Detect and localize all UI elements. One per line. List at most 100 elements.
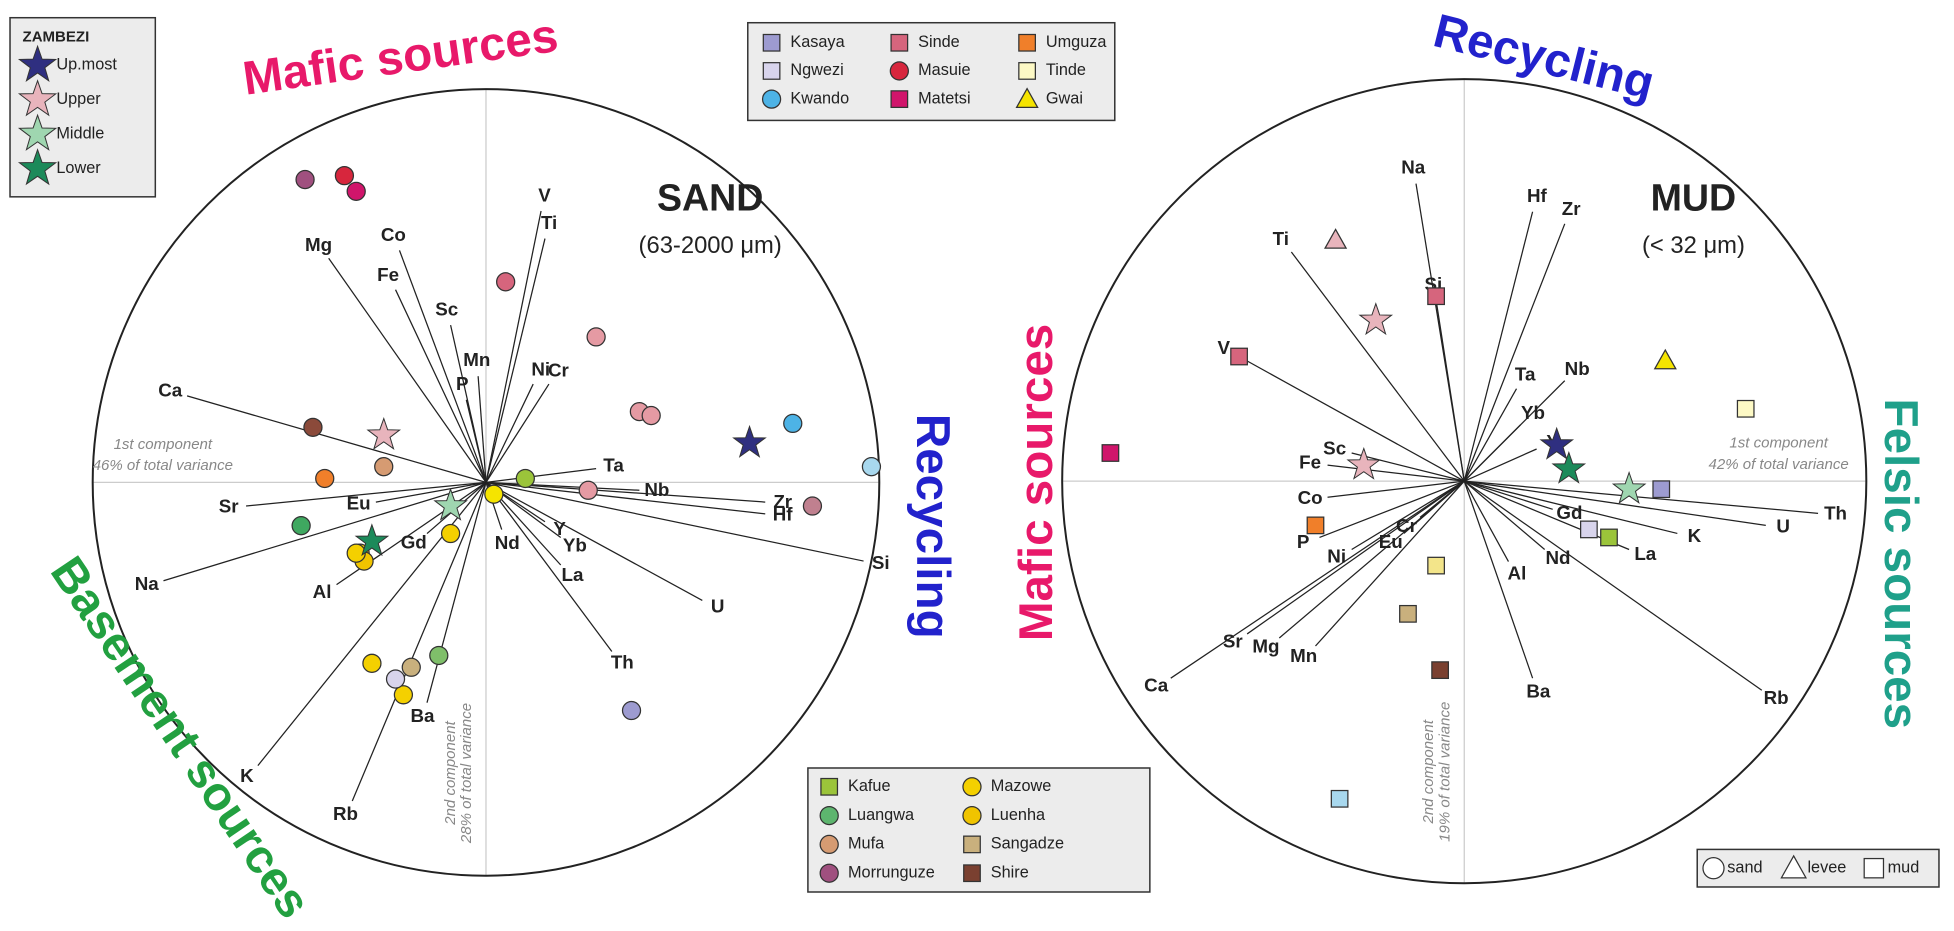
sample-point: [346, 181, 366, 202]
legend-label: Matetsi: [918, 89, 970, 107]
loading-vector: [1246, 480, 1465, 635]
legend-symbol: [963, 864, 981, 883]
y-axis-label: 19% of total variance: [1436, 702, 1453, 842]
x-axis-label: 1st component: [1729, 435, 1828, 452]
loading-label: Cr: [548, 359, 570, 380]
legend-label: Tinde: [1046, 61, 1086, 79]
loading-vector: [163, 481, 487, 582]
loading-vector: [1463, 448, 1537, 482]
sample-point: [291, 516, 311, 536]
sample-point: [1611, 470, 1647, 504]
loading-label: U: [711, 596, 725, 617]
sample-point: [1736, 399, 1755, 418]
legend-symbol: [1015, 87, 1039, 109]
loading-vector: [485, 482, 613, 652]
loading-label: Al: [1508, 563, 1527, 584]
y-axis-label: 28% of total variance: [458, 703, 475, 844]
y-axis-label: 2nd component: [1420, 719, 1437, 824]
sample-point: [440, 523, 461, 544]
legend-label: Umguza: [1046, 33, 1108, 51]
loading-label: Ti: [541, 212, 557, 233]
legend-symbol: [819, 863, 839, 883]
loading-vector: [1319, 480, 1465, 539]
loading-vector: [477, 376, 487, 483]
legend-label: Sinde: [918, 33, 960, 51]
loading-label: Nb: [1565, 358, 1590, 379]
loading-vector: [246, 481, 487, 507]
loading-label: Sr: [219, 495, 240, 516]
loading-label: Si: [872, 552, 890, 573]
loading-label: Th: [611, 652, 634, 673]
loading-vector: [485, 383, 550, 483]
sample-point: [1230, 347, 1248, 366]
loading-vector: [485, 481, 640, 491]
legend-symbol: [962, 777, 982, 797]
sample-point: [1551, 450, 1587, 484]
sample-point: [1101, 444, 1120, 462]
region-annotation: Felsic sources: [1874, 399, 1927, 730]
loading-label: Hf: [773, 504, 794, 525]
legend-symbol: [1780, 854, 1808, 879]
loading-vector: [485, 468, 597, 484]
legend-title: ZAMBEZI: [23, 29, 90, 46]
loading-vector: [1327, 480, 1465, 498]
sample-point: [783, 413, 803, 434]
loading-label: Gd: [1556, 502, 1582, 523]
legend-label: Ngwezi: [790, 61, 843, 79]
panel-title: MUD: [1651, 177, 1737, 219]
legend-symbol: [890, 90, 909, 109]
sample-point: [362, 653, 382, 673]
loading-label: Yb: [563, 534, 587, 555]
loading-vector: [1464, 480, 1678, 535]
loading-vector: [1464, 480, 1553, 510]
loading-label: Rb: [333, 803, 358, 824]
x-axis-label: 42% of total variance: [1709, 456, 1849, 473]
legend-symbol: [1018, 62, 1036, 80]
loading-label: Fe: [377, 264, 399, 285]
loading-label: Ni: [1327, 545, 1346, 566]
legend-symbol: [819, 834, 839, 855]
legend-symbol: [17, 79, 58, 117]
legend-label: Mazowe: [991, 777, 1052, 795]
loading-vector: [1463, 480, 1763, 691]
loading-vector: [426, 482, 487, 703]
sample-point: [1323, 228, 1348, 249]
sample-point: [484, 484, 504, 504]
loading-label: V: [1217, 337, 1230, 358]
sample-point: [802, 496, 823, 516]
loading-label: Th: [1824, 503, 1847, 524]
loading-label: Mn: [463, 349, 490, 370]
loading-vector: [485, 481, 864, 562]
loading-label: Mn: [1290, 645, 1317, 666]
region-annotation: Mafic sources: [240, 9, 562, 106]
loading-vector: [1238, 355, 1465, 482]
loading-vector: [1463, 480, 1510, 562]
loading-label: Nd: [1546, 547, 1571, 568]
sample-point: [1346, 446, 1382, 480]
legend-symbol: [1018, 33, 1036, 52]
loading-label: Co: [1298, 487, 1323, 508]
sample-point: [1431, 661, 1450, 680]
legend-symbol: [762, 62, 781, 80]
legend-label: Mufa: [848, 835, 885, 853]
loading-vector: [394, 289, 487, 483]
loading-vector: [485, 481, 766, 515]
legend-label: Kafue: [848, 777, 891, 795]
loading-label: Hf: [1527, 185, 1548, 206]
loading-vector: [1351, 480, 1465, 551]
sample-point: [641, 405, 661, 426]
legend-label: Morrunguze: [848, 864, 935, 882]
region-annotation: Basement sources: [40, 547, 321, 927]
loading-vector: [351, 482, 487, 802]
legend-label: Luangwa: [848, 806, 915, 824]
loading-label: U: [1776, 516, 1790, 537]
sample-point: [1600, 528, 1618, 547]
sample-point: [354, 523, 390, 557]
legend-label: levee: [1807, 858, 1846, 876]
loading-label: Zr: [1562, 198, 1581, 219]
legend-symbol: [762, 33, 781, 52]
sample-point: [1427, 556, 1445, 575]
sample-point: [393, 685, 414, 705]
